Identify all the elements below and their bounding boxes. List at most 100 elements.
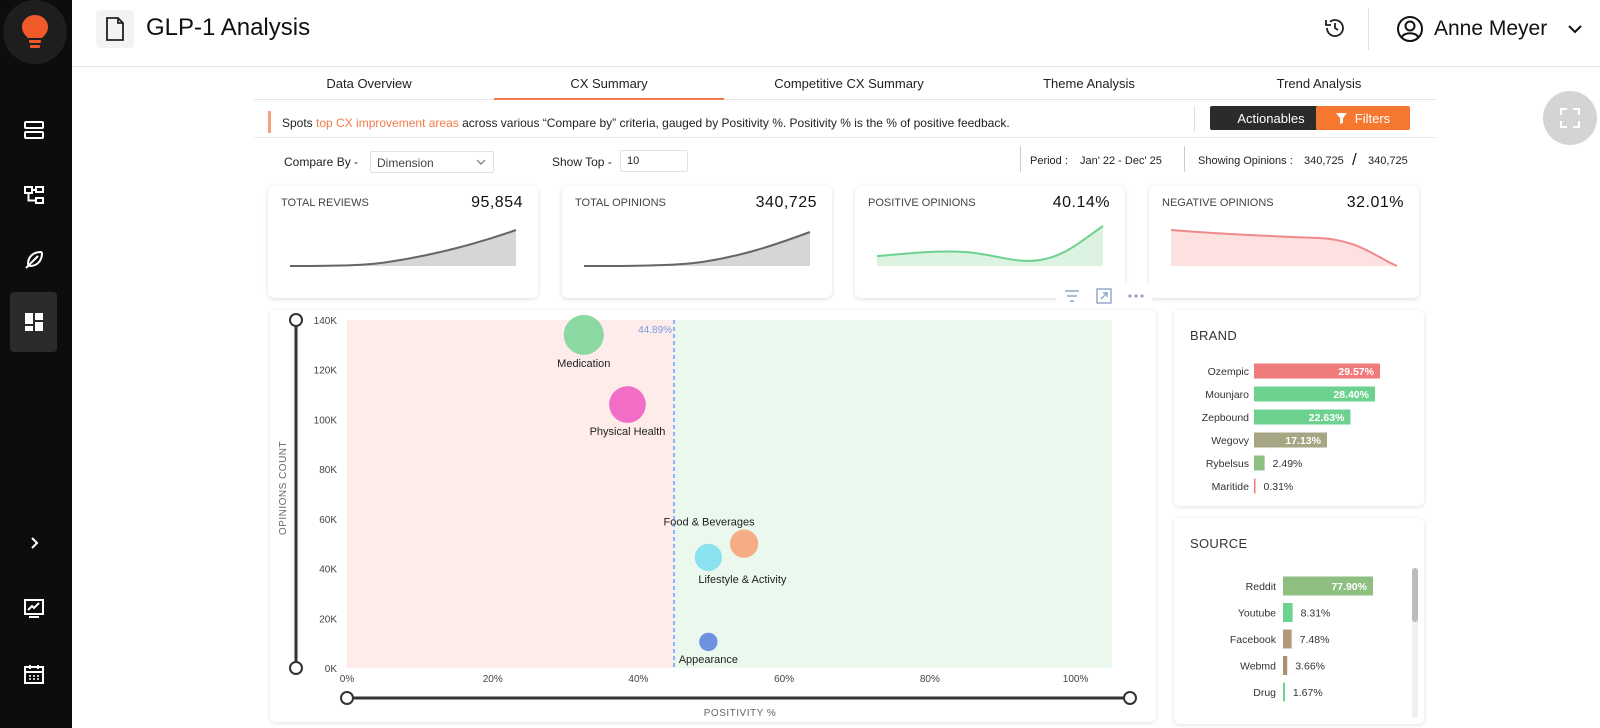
kpi-label: NEGATIVE OPINIONS (1162, 197, 1274, 209)
sidebar-item-calendar[interactable] (10, 644, 57, 704)
history-icon[interactable] (1324, 17, 1346, 44)
y-axis-label: OPINIONS COUNT (278, 441, 289, 535)
chevron-down-icon[interactable] (1566, 20, 1584, 43)
info-text: Spots top CX improvement areas across va… (282, 116, 1010, 130)
bar (1283, 682, 1285, 702)
kpi-sparkline (583, 231, 811, 267)
info-highlight: top CX improvement areas (316, 116, 459, 130)
y-tick-label: 100K (314, 415, 338, 426)
sidebar-item-dashboard[interactable] (10, 292, 57, 352)
lightbulb-icon (22, 15, 48, 48)
period-label: Period : (1030, 155, 1068, 167)
info-divider (1194, 106, 1195, 132)
kpi-card-total-opinions: TOTAL OPINIONS 340,725 (562, 186, 832, 298)
filter-lines-icon[interactable] (1064, 289, 1080, 303)
bar-value: 7.48% (1300, 634, 1330, 646)
document-icon (96, 10, 134, 48)
controls-row: Compare By - Dimension Show Top - Period… (254, 146, 1436, 176)
period-value[interactable]: Jan' 22 - Dec' 25 (1080, 155, 1162, 167)
kpi-value: 95,854 (471, 194, 523, 211)
data-point-label: Appearance (679, 654, 738, 666)
data-point-label: Lifestyle & Activity (698, 574, 787, 586)
bar-label: Youtube (1238, 608, 1276, 620)
kpi-sparkline (1170, 229, 1398, 267)
bar (1254, 432, 1327, 448)
y-tick-label: 140K (314, 316, 338, 327)
kpi-card-negative-opinions: NEGATIVE OPINIONS 32.01% (1149, 186, 1419, 298)
sidebar-expand[interactable] (10, 513, 57, 573)
x-tick-label: 0% (340, 674, 355, 685)
info-bar: Spots top CX improvement areas across va… (254, 104, 1436, 138)
tab-trend-analysis[interactable]: Trend Analysis (1276, 76, 1362, 91)
sidebar-item-report[interactable] (10, 578, 57, 638)
bar-value: 29.57% (1338, 366, 1374, 378)
bar (1254, 478, 1256, 494)
bar-value: 3.66% (1295, 661, 1325, 673)
tab-data-overview[interactable]: Data Overview (326, 76, 412, 91)
x-tick-label: 40% (628, 674, 648, 685)
user-name[interactable]: Anne Meyer (1434, 17, 1548, 40)
feather-icon (24, 250, 43, 269)
logo[interactable] (3, 0, 67, 64)
scatter-chart: OPINIONS COUNT POSITIVITY % 44.89% 0K 20K 4… (278, 313, 1137, 719)
data-point (729, 529, 759, 558)
threshold-label: 44.89% (638, 325, 672, 336)
actionables-button[interactable]: Actionables (1210, 106, 1332, 130)
bar (1283, 629, 1292, 649)
expand-icon[interactable] (1096, 288, 1112, 304)
sidebar-item-hierarchy[interactable] (10, 165, 57, 225)
bar-value: 2.49% (1273, 458, 1303, 470)
data-point-label: Food & Beverages (664, 517, 756, 529)
data-point (694, 543, 723, 572)
brand-card: BRAND Ozempic 29.57% Mounjaro 28.40% Zepboun… (1174, 310, 1424, 506)
bar-label: Reddit (1246, 581, 1276, 593)
sidebar-item-feather[interactable] (10, 230, 57, 290)
show-top-input[interactable] (620, 150, 688, 172)
filters-button[interactable]: Filters (1316, 106, 1410, 130)
positive-zone (674, 320, 1112, 668)
controls-divider (1020, 146, 1021, 172)
tab-competitive-cx-summary[interactable]: Competitive CX Summary (774, 76, 924, 91)
bar-value: 8.31% (1301, 608, 1331, 620)
bar-label: Mounjaro (1205, 389, 1249, 401)
y-tick-label: 60K (319, 515, 337, 526)
fullscreen-button[interactable] (1543, 91, 1597, 145)
bar (1254, 409, 1351, 425)
bar-value: 28.40% (1333, 389, 1369, 401)
user-avatar-icon[interactable] (1396, 15, 1424, 48)
scatter-chart-card: OPINIONS COUNT POSITIVITY % 44.89% 0K 20K 4… (270, 310, 1156, 722)
x-slider-handle-left[interactable] (340, 691, 354, 705)
controls-divider (1184, 146, 1185, 172)
showing-value: 340,725 (1304, 155, 1344, 167)
kpi-card-positive-opinions: POSITIVE OPINIONS 40.14% (855, 186, 1125, 298)
kpi-label: POSITIVE OPINIONS (868, 197, 976, 209)
y-slider-handle-bottom[interactable] (289, 661, 303, 675)
data-point (563, 314, 604, 355)
scrollbar-thumb[interactable] (1412, 568, 1418, 622)
chevron-right-icon (30, 537, 38, 549)
chevron-down-icon (476, 159, 486, 165)
compare-by-select[interactable]: Dimension (370, 151, 494, 173)
y-slider-handle-top[interactable] (289, 313, 303, 327)
brand-title: BRAND (1190, 328, 1238, 343)
sidebar-item-data[interactable] (10, 100, 57, 160)
tab-theme-analysis[interactable]: Theme Analysis (1043, 76, 1135, 91)
kpi-value: 40.14% (1052, 194, 1110, 211)
more-icon[interactable] (1128, 293, 1144, 299)
sidebar (0, 0, 72, 728)
bar-label: Rybelsus (1206, 458, 1249, 470)
source-bar-chart: Reddit 77.90% Youtube 8.31% Facebook 7.48% Web… (1230, 576, 1373, 702)
kpi-value: 32.01% (1346, 194, 1404, 211)
data-point (609, 386, 646, 423)
header-divider (1368, 8, 1369, 50)
bar (1283, 603, 1293, 622)
bar-label: Ozempic (1208, 366, 1249, 378)
source-title: SOURCE (1190, 536, 1248, 551)
tab-cx-summary[interactable]: CX Summary (494, 76, 724, 100)
x-slider-handle-right[interactable] (1123, 691, 1137, 705)
source-scrollbar[interactable] (1412, 568, 1418, 718)
header: GLP-1 Analysis Anne Meyer (72, 0, 1600, 67)
y-tick-label: 120K (314, 366, 338, 377)
chart-toolbar (1056, 284, 1152, 308)
bar-label: Maritide (1212, 481, 1250, 493)
